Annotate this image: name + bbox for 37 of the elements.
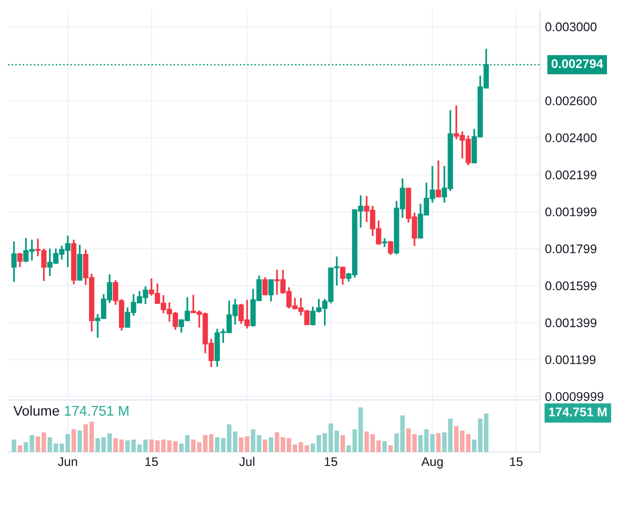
candlestick xyxy=(388,240,394,256)
y-tick-label: 0.0009999 xyxy=(545,392,604,401)
bar xyxy=(340,435,345,452)
x-tick-label: 15 xyxy=(324,457,338,466)
annotation: 174.751 M xyxy=(64,406,128,416)
bar xyxy=(268,437,274,452)
x-tick-label: Jul xyxy=(239,456,254,466)
bar xyxy=(382,441,387,452)
candlestick xyxy=(11,240,17,283)
y-tick-label: 0.001399 xyxy=(545,318,596,328)
text: 174.751 M xyxy=(549,408,607,416)
y-tick-label: 0.001999 xyxy=(545,207,596,216)
candlestick xyxy=(17,252,23,268)
x-tick-label: 15 xyxy=(510,457,523,466)
bar xyxy=(77,430,82,452)
candlestick xyxy=(268,279,274,302)
candlestick xyxy=(340,266,346,286)
x-tick-label: Aug xyxy=(421,457,443,469)
y-tick-label: 0.002199 xyxy=(545,170,596,180)
x-tick-label: 15 xyxy=(145,457,158,466)
x-tick-label: Jun xyxy=(58,457,78,466)
y-tick-label: 0.002400 xyxy=(545,133,597,142)
candlestick xyxy=(436,160,442,198)
y-tick-label: 0.001799 xyxy=(545,244,596,254)
y-tick-label: 0.001199 xyxy=(545,355,596,364)
bar xyxy=(262,440,268,452)
y-tick-label: 0.003000 xyxy=(545,22,597,32)
bar xyxy=(436,433,441,452)
bar xyxy=(18,445,22,452)
chart-title: Volume xyxy=(13,406,60,416)
y-tick-label: 0.001599 xyxy=(545,281,596,290)
y-tick-label: 0.002600 xyxy=(545,96,597,106)
bar xyxy=(12,440,16,452)
ref-line-label: 0.002794 xyxy=(552,59,604,68)
bar xyxy=(72,429,76,452)
candlestick xyxy=(262,276,268,296)
bar xyxy=(388,445,393,452)
